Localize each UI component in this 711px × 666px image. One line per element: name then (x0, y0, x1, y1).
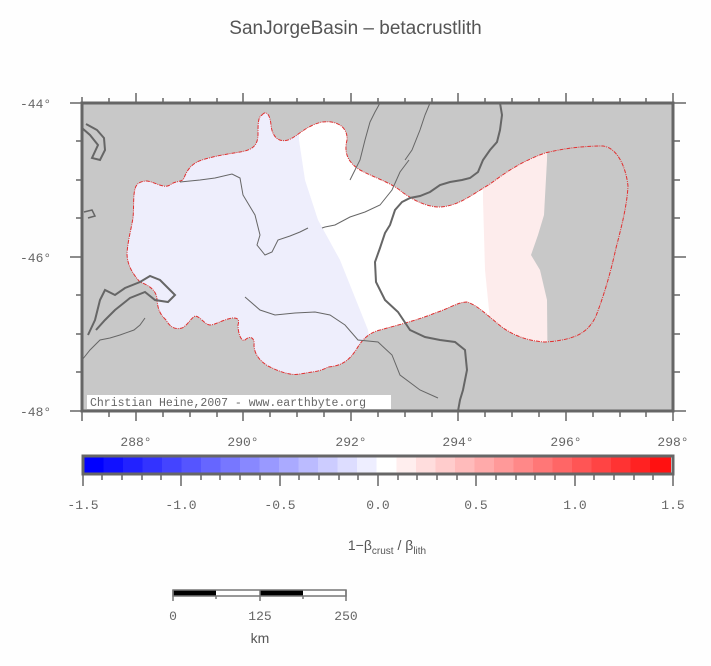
credit-box (87, 395, 391, 409)
scale-label-250: 250 (334, 609, 357, 624)
scale-bar (172, 589, 347, 601)
coastlines (82, 103, 504, 411)
colorbar (81, 454, 675, 476)
basin-outline (126, 112, 629, 375)
colorbar-title: 1−βcrust / βlith (348, 537, 426, 557)
river-5 (349, 103, 381, 181)
coastline-nw (82, 123, 107, 162)
scale-label-0: 0 (169, 609, 177, 624)
river-1 (179, 173, 309, 256)
basin-nodata-region (531, 112, 628, 375)
colorbar-title-mid: / β (394, 537, 414, 553)
river-2 (321, 159, 410, 229)
colorbar-label-neg0-5: -0.5 (264, 498, 295, 513)
river-3 (244, 296, 439, 399)
x-label-292: 292° (335, 435, 366, 450)
colorbar-label-1-5: 1.5 (661, 498, 684, 513)
river-4 (82, 317, 146, 361)
colorbar-title-sub-crust: crust (372, 546, 394, 557)
scale-unit: km (251, 630, 270, 646)
colorbar-ticks (82, 474, 674, 486)
scale-label-125: 125 (248, 609, 271, 624)
x-label-298: 298° (657, 435, 688, 450)
colorbar-label-neg1-5: -1.5 (67, 498, 98, 513)
x-label-296: 296° (550, 435, 581, 450)
colorbar-label-0-0: 0.0 (366, 498, 389, 513)
colorbar-label-neg1-0: -1.0 (165, 498, 196, 513)
y-label-48: -48° (20, 405, 51, 420)
island (83, 209, 97, 219)
map-title: SanJorgeBasin – betacrustlith (229, 18, 482, 39)
coastline-estuary (87, 274, 177, 336)
river-6 (404, 103, 431, 161)
x-label-288: 288° (120, 435, 151, 450)
x-label-290: 290° (227, 435, 258, 450)
y-label-46: -46° (20, 251, 51, 266)
colorbar-label-0-5: 0.5 (464, 498, 487, 513)
coastline-main (373, 103, 504, 411)
y-label-44: -44° (20, 97, 51, 112)
colorbar-title-sub-lith: lith (413, 546, 426, 557)
x-axis-ticks (81, 93, 674, 421)
y-axis-ticks (70, 102, 686, 412)
colorbar-title-prefix: 1−β (348, 537, 372, 553)
colorbar-label-1-0: 1.0 (563, 498, 586, 513)
credit-text: Christian Heine,2007 - www.earthbyte.org (90, 397, 366, 410)
x-label-294: 294° (442, 435, 473, 450)
